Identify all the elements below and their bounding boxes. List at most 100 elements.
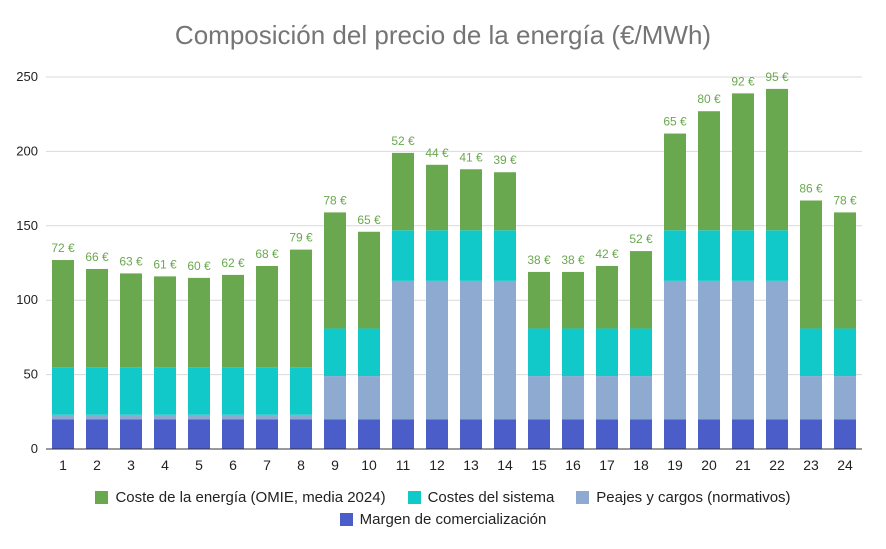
- bar-segment: [392, 230, 414, 281]
- data-label: 38 €: [527, 253, 551, 267]
- bar-segment: [562, 328, 584, 377]
- data-label: 66 €: [85, 250, 109, 264]
- bar-segment: [698, 280, 720, 420]
- legend-swatch: [576, 491, 590, 504]
- bar-segment: [494, 419, 516, 449]
- x-tick-label: 17: [599, 457, 615, 473]
- bar-segment: [324, 212, 346, 329]
- x-tick-label: 13: [463, 457, 479, 473]
- legend-label: Margen de comercialización: [359, 511, 547, 528]
- bar-segment: [86, 367, 108, 415]
- x-tick-label: 19: [667, 457, 683, 473]
- bar-segment: [358, 328, 380, 377]
- bar-segment: [324, 376, 346, 420]
- x-tick-label: 18: [633, 457, 649, 473]
- bar-segment: [120, 273, 142, 368]
- legend-label: Coste de la energía (OMIE, media 2024): [115, 489, 386, 506]
- data-label: 41 €: [459, 150, 483, 164]
- bar-segment: [460, 230, 482, 281]
- bar-segment: [222, 274, 244, 368]
- legend-item: Costes del sistema: [407, 489, 555, 506]
- y-tick-label: 50: [24, 367, 38, 382]
- bar-segment: [494, 172, 516, 231]
- bar-segment: [290, 249, 312, 368]
- y-tick-label: 200: [16, 143, 38, 158]
- bar-segment: [358, 419, 380, 449]
- bar-segment: [256, 419, 278, 449]
- data-label: 61 €: [153, 257, 177, 271]
- bar-segment: [528, 271, 550, 329]
- bar-segment: [120, 414, 142, 420]
- data-label: 78 €: [323, 193, 347, 207]
- legend-label: Costes del sistema: [427, 489, 555, 506]
- bar-segment: [630, 376, 652, 420]
- legend-swatch: [339, 513, 353, 526]
- data-label: 68 €: [255, 247, 279, 261]
- bar-segment: [834, 419, 856, 449]
- bar-segment: [596, 265, 618, 329]
- bar-segment: [494, 280, 516, 420]
- bar-segment: [256, 414, 278, 420]
- bar-segment: [154, 419, 176, 449]
- bar-segment: [222, 367, 244, 415]
- bar-segment: [630, 251, 652, 329]
- bar-segment: [324, 419, 346, 449]
- x-tick-label: 14: [497, 457, 513, 473]
- bar-segment: [52, 260, 74, 368]
- x-tick-label: 6: [229, 457, 237, 473]
- bar-segment: [460, 280, 482, 420]
- bar-segment: [52, 367, 74, 415]
- data-label: 65 €: [663, 115, 687, 129]
- data-label: 52 €: [629, 232, 653, 246]
- x-tick-label: 15: [531, 457, 547, 473]
- bar-segment: [392, 280, 414, 420]
- bar-segment: [732, 280, 754, 420]
- bar-segment: [86, 268, 108, 368]
- data-label: 80 €: [697, 92, 721, 106]
- bar-segment: [664, 230, 686, 281]
- data-label: 92 €: [731, 74, 755, 88]
- bar-segment: [120, 419, 142, 449]
- bar-segment: [86, 419, 108, 449]
- legend-row: Margen de comercialización: [0, 511, 886, 528]
- x-tick-label: 8: [297, 457, 305, 473]
- chart-title: Composición del precio de la energía (€/…: [174, 20, 712, 50]
- data-label: 42 €: [595, 247, 619, 261]
- bar-segment: [800, 376, 822, 420]
- bar-segment: [222, 414, 244, 420]
- x-tick-label: 11: [396, 457, 411, 473]
- bar-segment: [698, 230, 720, 281]
- legend-item: Margen de comercialización: [339, 511, 547, 528]
- bar-segment: [766, 280, 788, 420]
- bar-segment: [426, 164, 448, 231]
- bar-segment: [154, 367, 176, 415]
- legend-swatch: [95, 491, 109, 504]
- bar-segment: [188, 367, 210, 415]
- bar-segment: [528, 376, 550, 420]
- x-tick-label: 23: [803, 457, 819, 473]
- bar-segment: [392, 419, 414, 449]
- bar-segment: [358, 231, 380, 329]
- data-label: 63 €: [119, 254, 143, 268]
- bar-segment: [528, 419, 550, 449]
- data-label: 79 €: [289, 231, 313, 245]
- stacked-bar-chart: 0 50 100 150 200 250 72 € 1 66 € 2 63 € 3 61 € 4 60 € 5…: [16, 69, 862, 473]
- bar-segment: [800, 419, 822, 449]
- bar-segment: [86, 414, 108, 420]
- x-tick-label: 22: [769, 457, 785, 473]
- bar-segment: [732, 93, 754, 231]
- bar-segment: [732, 419, 754, 449]
- bar-segment: [290, 414, 312, 420]
- bar-segment: [120, 367, 142, 415]
- data-label: 44 €: [425, 146, 449, 160]
- bar-segment: [426, 419, 448, 449]
- y-tick-label: 0: [31, 441, 38, 456]
- bar-segment: [426, 230, 448, 281]
- x-tick-label: 16: [565, 457, 581, 473]
- bar-segment: [698, 111, 720, 231]
- bar-segment: [426, 280, 448, 420]
- bar-segment: [52, 414, 74, 420]
- bar-segment: [766, 230, 788, 281]
- x-tick-label: 9: [331, 457, 339, 473]
